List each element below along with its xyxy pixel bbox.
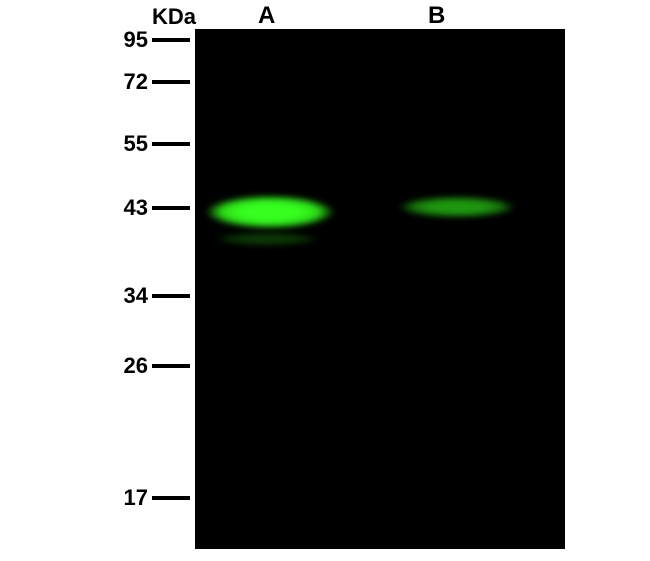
- band-lane-B-43kda: [398, 196, 516, 218]
- unit-label: KDa: [152, 4, 196, 30]
- mw-label-55: 55: [124, 131, 148, 157]
- blot-membrane: [195, 29, 565, 549]
- mw-label-17: 17: [124, 485, 148, 511]
- mw-label-95: 95: [124, 27, 148, 53]
- mw-tick-17: [152, 496, 190, 500]
- mw-tick-55: [152, 142, 190, 146]
- band-lane-A-43kda: [205, 195, 335, 229]
- lane-label-A: A: [258, 2, 275, 30]
- mw-tick-34: [152, 294, 190, 298]
- mw-label-34: 34: [124, 283, 148, 309]
- mw-tick-72: [152, 80, 190, 84]
- lane-label-B: B: [428, 2, 445, 30]
- band-lane-A-40kda: [214, 232, 320, 246]
- mw-tick-43: [152, 206, 190, 210]
- mw-label-72: 72: [124, 69, 148, 95]
- mw-label-26: 26: [124, 353, 148, 379]
- mw-tick-95: [152, 38, 190, 42]
- mw-tick-26: [152, 364, 190, 368]
- blot-figure: KDa 95 72 55 43 34 26 17 A B: [0, 0, 650, 561]
- mw-label-43: 43: [124, 195, 148, 221]
- molecular-weight-ladder: KDa: [0, 0, 195, 561]
